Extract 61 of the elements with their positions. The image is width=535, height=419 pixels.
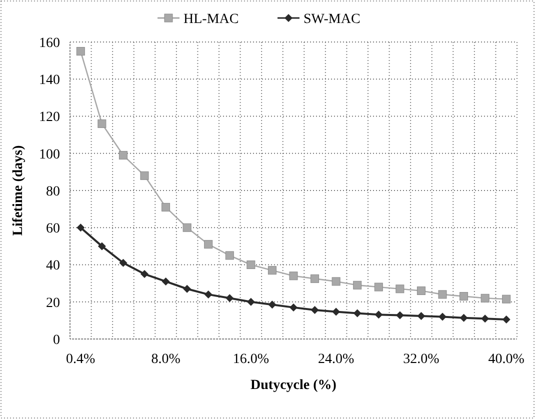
point — [332, 277, 340, 286]
point — [374, 282, 383, 292]
legend-label: SW-MAC — [304, 12, 360, 27]
point — [438, 290, 447, 299]
x-tick-label: 0.4% — [66, 352, 96, 367]
y-tick-label: 0 — [53, 332, 60, 348]
x-tick-label: 8.0% — [151, 352, 181, 367]
point — [268, 300, 276, 309]
x-tick-label: 24.0% — [318, 352, 354, 367]
point — [246, 298, 255, 306]
point — [98, 119, 106, 128]
point — [183, 284, 192, 293]
point — [481, 314, 490, 323]
y-tick-label: 120 — [39, 110, 60, 126]
point — [76, 224, 85, 232]
point — [374, 310, 383, 319]
point — [417, 312, 426, 320]
point — [268, 266, 276, 275]
x-tick-label: 32.0% — [403, 352, 440, 367]
y-tick-label: 20 — [46, 296, 60, 311]
y-axis-title: Lifetime (days) — [11, 144, 26, 236]
point — [140, 171, 149, 180]
x-axis-title: Dutycycle (%) — [250, 378, 337, 393]
point — [98, 242, 106, 250]
point — [204, 290, 212, 298]
y-tick-label: 80 — [46, 184, 60, 200]
point — [460, 314, 468, 322]
point — [396, 284, 404, 294]
point — [225, 251, 234, 260]
point — [353, 280, 362, 290]
x-tick-label: 40.0% — [488, 352, 525, 367]
point — [460, 292, 468, 301]
point — [289, 272, 298, 280]
point — [162, 202, 170, 212]
point — [118, 150, 128, 160]
legend-label: HL-MAC — [184, 12, 239, 27]
point — [140, 270, 148, 278]
y-tick-label: 140 — [39, 73, 60, 88]
point — [480, 294, 490, 302]
point — [119, 258, 128, 267]
y-tick-label: 40 — [46, 258, 60, 274]
point — [290, 303, 298, 312]
y-tick-label: 160 — [39, 36, 60, 51]
point — [310, 274, 320, 283]
x-tick-label: 16.0% — [232, 352, 270, 367]
point — [416, 286, 426, 295]
point — [310, 306, 319, 314]
point — [182, 223, 192, 232]
point — [226, 294, 234, 302]
point — [353, 309, 362, 318]
y-tick-label: 60 — [46, 222, 60, 237]
point — [162, 277, 170, 286]
point — [502, 316, 510, 324]
point — [204, 240, 213, 249]
point — [332, 308, 340, 316]
point — [502, 294, 511, 304]
y-tick-label: 100 — [39, 147, 60, 162]
point — [396, 311, 404, 320]
point — [438, 312, 446, 321]
point — [246, 260, 256, 269]
point — [76, 47, 85, 56]
